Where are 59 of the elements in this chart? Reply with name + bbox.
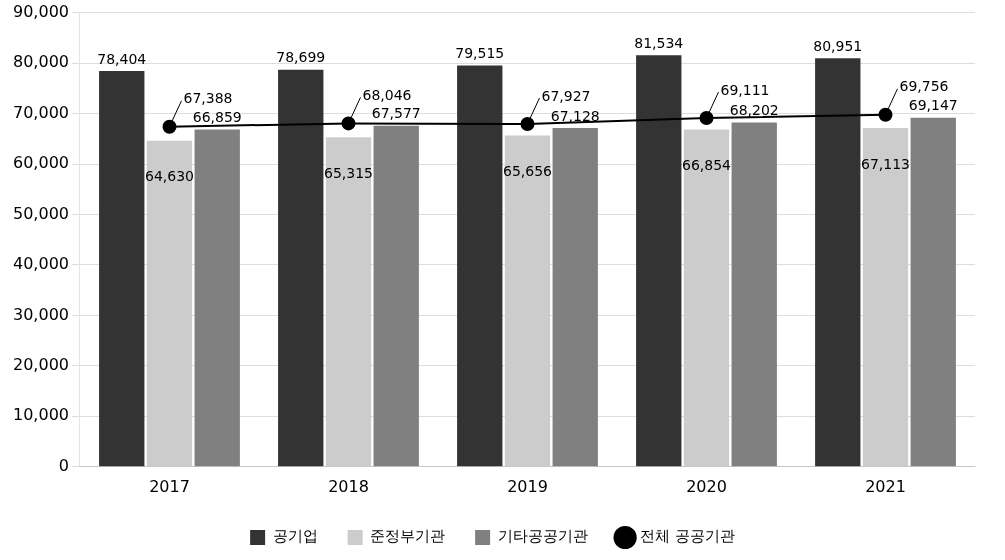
bar — [552, 128, 598, 467]
bar — [504, 135, 551, 467]
point — [699, 111, 714, 126]
bar — [278, 69, 324, 467]
y-tick-label: 30,000 — [13, 304, 69, 324]
x-tick-label: 2019 — [507, 476, 548, 496]
bar — [146, 140, 193, 467]
data-label: 81,534 — [634, 34, 684, 51]
bar — [683, 129, 730, 467]
data-label: 65,315 — [323, 164, 373, 181]
bar — [194, 129, 240, 467]
y-tick-label: 80,000 — [13, 52, 69, 72]
data-label: 67,128 — [550, 107, 600, 124]
x-tick-label: 2017 — [149, 476, 190, 496]
data-label: 66,859 — [192, 109, 242, 126]
data-label: 68,202 — [729, 102, 779, 119]
y-tick-label: 0 — [58, 455, 69, 475]
x-tick-label: 2018 — [328, 476, 369, 496]
legend-label: 전체 공공기관 — [640, 527, 735, 546]
y-tick-label: 40,000 — [13, 254, 69, 274]
bar — [457, 65, 503, 467]
data-label: 78,404 — [97, 50, 147, 67]
bar — [636, 55, 682, 467]
data-label: 80,951 — [813, 37, 863, 54]
data-label: 66,854 — [682, 157, 732, 174]
data-label: 65,656 — [502, 163, 553, 180]
y-tick-label: 20,000 — [13, 355, 69, 375]
bar — [815, 58, 861, 467]
data-label: 69,147 — [908, 97, 958, 114]
data-label: 67,927 — [541, 87, 591, 104]
data-label: 67,113 — [861, 155, 910, 172]
legend-label: 준정부기관 — [370, 527, 446, 546]
data-label: 67,577 — [371, 105, 421, 122]
y-tick-label: 90,000 — [13, 1, 69, 21]
y-tick-label: 10,000 — [13, 405, 69, 425]
point — [520, 117, 535, 131]
bar — [910, 117, 956, 467]
bar — [99, 71, 145, 467]
point — [878, 107, 893, 122]
data-label: 79,515 — [455, 45, 505, 62]
y-tick-label: 70,000 — [13, 102, 69, 122]
point — [162, 119, 177, 134]
x-tick-label: 2020 — [686, 476, 727, 496]
y-tick-label: 60,000 — [13, 153, 69, 173]
data-label: 69,111 — [720, 81, 770, 98]
x-tick-label: 2021 — [865, 476, 906, 496]
point — [341, 116, 356, 131]
legend-label: 기타공공기관 — [497, 527, 588, 546]
data-label: 69,756 — [899, 78, 949, 95]
bar — [373, 125, 419, 467]
data-label: 64,630 — [144, 168, 194, 185]
data-label: 68,046 — [362, 87, 412, 104]
data-label: 67,388 — [183, 90, 233, 107]
data-label: 78,699 — [276, 49, 326, 66]
bar — [731, 122, 777, 467]
legend-label: 공기업 — [272, 527, 318, 546]
y-tick-label: 50,000 — [13, 203, 69, 223]
bar — [862, 128, 909, 467]
bar — [325, 137, 372, 467]
